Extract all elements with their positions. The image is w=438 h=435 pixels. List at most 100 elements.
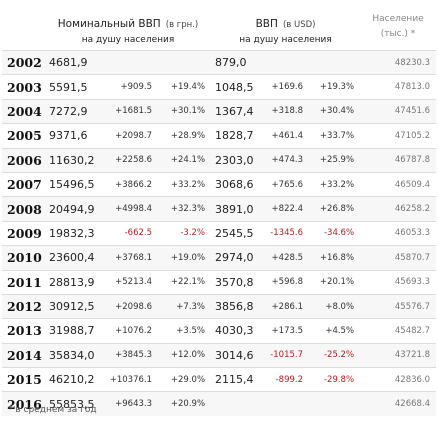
usd-delta-cell: -899.2 xyxy=(275,374,304,385)
year-cell: 2014 xyxy=(7,347,42,363)
header-usd-unit: (в USD) xyxy=(282,20,316,30)
nominal-pct-cell: +19.0% xyxy=(170,252,206,263)
nominal-gdp-cell: 28813,9 xyxy=(49,275,95,289)
nominal-gdp-cell: 19832,3 xyxy=(49,226,95,240)
header-nominal-title: Номинальный ВВП xyxy=(57,18,161,30)
nominal-pct-cell: -3.2% xyxy=(180,228,206,239)
nominal-gdp-cell: 4681,9 xyxy=(49,56,88,70)
population-cell: 42836.0 xyxy=(394,374,431,385)
header-usd-gdp: ВВП (в USD) на душу населения xyxy=(211,0,360,51)
usd-gdp-cell xyxy=(211,392,258,416)
header-nominal-sub: на душу населения xyxy=(81,35,175,45)
gdp-table-container: Номинальный ВВП (в грн.) на душу населен… xyxy=(2,0,437,417)
year-cell: 2010 xyxy=(7,250,42,266)
nominal-delta-cell: +9643.3 xyxy=(115,399,152,410)
header-usd-title: ВВП xyxy=(255,18,278,30)
usd-delta-cell: +765.6 xyxy=(271,179,304,190)
nominal-gdp-cell: 31988,7 xyxy=(49,324,95,338)
population-cell: 47813.0 xyxy=(394,82,431,93)
population-cell: 46509.4 xyxy=(394,179,431,190)
usd-pct-cell: -29.8% xyxy=(323,374,355,385)
nominal-gdp-cell: 11630,2 xyxy=(49,153,95,167)
usd-pct-cell: +33.2% xyxy=(319,179,355,190)
nominal-pct-cell: +19.4% xyxy=(170,82,206,93)
table-header: Номинальный ВВП (в грн.) на душу населен… xyxy=(2,0,436,51)
year-cell: 2005 xyxy=(7,128,42,144)
year-cell: 2015 xyxy=(7,372,42,388)
usd-pct-cell: +33.7% xyxy=(319,130,355,141)
population-cell: 46787.8 xyxy=(394,155,431,166)
nominal-delta-cell: +3866.2 xyxy=(115,179,152,190)
table-row: 2010 23600,4 +3768.1 +19.0% 2974,0 +428.5 +16.… xyxy=(2,245,437,271)
nominal-delta-cell: +5213.4 xyxy=(115,277,152,288)
usd-delta-cell: +169.6 xyxy=(271,82,304,93)
table-row: 2005 9371,6 +2098.7 +28.9% 1828,7 +461.4 +33.7… xyxy=(2,123,437,148)
nominal-pct-cell: +32.3% xyxy=(170,204,206,215)
usd-gdp-cell: 1828,7 xyxy=(215,129,254,143)
year-cell: 2009 xyxy=(7,225,42,241)
table-row: 2002 4681,9 879,0 48230.3 xyxy=(2,50,437,75)
nominal-gdp-cell: 7272,9 xyxy=(49,104,88,118)
usd-pct-cell: -25.2% xyxy=(323,350,355,361)
nominal-pct-cell: +22.1% xyxy=(170,277,206,288)
nominal-pct-cell: +3.5% xyxy=(176,325,206,336)
table-row: 2015 46210,2 +10376.1 +29.0% 2115,4 -899.2 -29… xyxy=(2,367,437,392)
population-cell: 42668.4 xyxy=(394,399,431,410)
nominal-gdp-cell: 30912,5 xyxy=(49,300,95,314)
year-cell: 2013 xyxy=(7,323,42,339)
nominal-delta-cell: +1076.2 xyxy=(115,325,152,336)
nominal-pct-cell: +7.3% xyxy=(176,301,206,312)
year-cell: 2011 xyxy=(7,274,42,290)
usd-pct-cell: -34.6% xyxy=(323,228,355,239)
nominal-gdp-cell: 15496,5 xyxy=(49,178,95,192)
header-nominal-gdp: Номинальный ВВП (в грн.) на душу населен… xyxy=(45,0,211,51)
nominal-delta-cell: +909.5 xyxy=(120,82,152,93)
usd-delta-cell: -1345.6 xyxy=(270,228,304,239)
nominal-pct-cell: +33.2% xyxy=(170,179,206,190)
table-row: 2009 19832,3 -662.5 -3.2% 2545,5 -1345.6 -34.6… xyxy=(2,221,437,245)
table-row: 2016 55853,5 +9643.3 +20.9% 42668.4 xyxy=(2,391,437,417)
usd-gdp-cell: 2545,5 xyxy=(215,226,254,240)
population-cell: 45693.3 xyxy=(394,277,431,288)
nominal-delta-cell: +2258.6 xyxy=(115,155,152,166)
usd-gdp-cell: 2115,4 xyxy=(215,373,254,387)
year-cell: 2004 xyxy=(7,103,42,119)
nominal-gdp-cell: 55853,5 xyxy=(49,397,95,411)
usd-pct-cell xyxy=(306,392,360,416)
usd-pct-cell xyxy=(306,51,360,75)
population-cell: 45576.7 xyxy=(394,301,431,312)
table-row: 2003 5591,5 +909.5 +19.4% 1048,5 +169.6 +19.3%… xyxy=(2,74,437,99)
usd-gdp-cell: 3068,6 xyxy=(215,178,254,192)
usd-gdp-cell: 1048,5 xyxy=(215,80,254,94)
population-cell: 45870.7 xyxy=(394,252,431,263)
table-row: 2013 31988,7 +1076.2 +3.5% 4030,3 +173.5 +4.5%… xyxy=(2,318,437,343)
table-row: 2006 11630,2 +2258.6 +24.1% 2303,0 +474.3 +25.… xyxy=(2,148,437,173)
nominal-delta-cell: -662.5 xyxy=(124,228,152,239)
usd-delta-cell: +428.5 xyxy=(271,252,304,263)
population-cell: 46053.3 xyxy=(394,228,431,239)
footnote: * в среднем за год xyxy=(8,405,97,415)
nominal-gdp-cell: 35834,0 xyxy=(49,348,95,362)
nominal-gdp-cell: 46210,2 xyxy=(49,373,95,387)
usd-pct-cell: +19.3% xyxy=(319,82,355,93)
table-row: 2008 20494,9 +4998.4 +32.3% 3891,0 +822.4 +26.… xyxy=(2,196,437,222)
usd-pct-cell: +16.8% xyxy=(319,252,355,263)
nominal-pct-cell: +30.1% xyxy=(170,106,206,117)
nominal-pct-cell: +20.9% xyxy=(170,399,206,410)
nominal-pct-cell xyxy=(155,51,211,75)
nominal-delta-cell: +1681.5 xyxy=(115,106,152,117)
population-cell: 43721.8 xyxy=(394,350,431,361)
usd-pct-cell: +30.4% xyxy=(319,106,355,117)
usd-gdp-cell: 1367,4 xyxy=(215,104,254,118)
population-cell: 47451.6 xyxy=(394,106,431,117)
nominal-delta-cell: +3768.1 xyxy=(115,252,152,263)
usd-pct-cell: +25.9% xyxy=(319,155,355,166)
nominal-delta-cell: +10376.1 xyxy=(109,374,152,385)
usd-gdp-cell: 2974,0 xyxy=(215,251,254,265)
table-row: 2011 28813,9 +5213.4 +22.1% 3570,8 +596.8 +20.… xyxy=(2,270,437,294)
table-row: 2007 15496,5 +3866.2 +33.2% 3068,6 +765.6 +33.… xyxy=(2,172,437,196)
usd-delta-cell: +318.8 xyxy=(271,106,304,117)
nominal-delta-cell: +3845.3 xyxy=(115,350,152,361)
nominal-gdp-cell: 23600,4 xyxy=(49,251,95,265)
usd-gdp-cell: 3891,0 xyxy=(215,202,254,216)
